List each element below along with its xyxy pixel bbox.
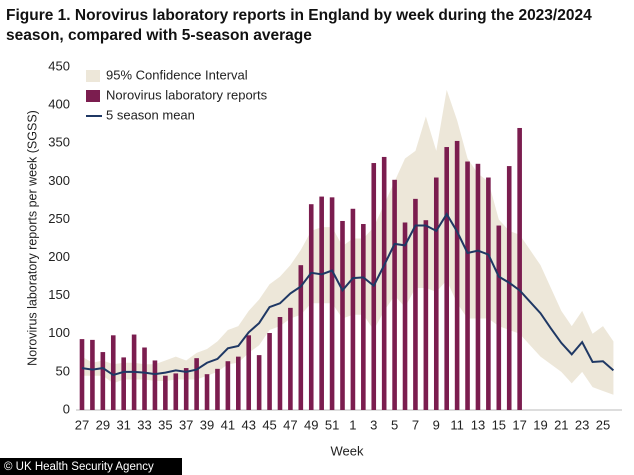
- bar: [152, 360, 158, 410]
- bar: [381, 156, 387, 410]
- bar: [256, 355, 262, 410]
- y-tick-label: 300: [48, 173, 70, 188]
- y-tick-label: 100: [48, 325, 70, 340]
- x-tick-label: 35: [158, 417, 172, 432]
- x-tick-label: 13: [471, 417, 485, 432]
- bar: [121, 357, 126, 410]
- y-tick-label: 400: [48, 97, 70, 112]
- bar: [246, 335, 252, 410]
- bar: [308, 204, 314, 410]
- source: © UK Health Security Agency: [4, 461, 154, 473]
- bar: [433, 177, 439, 410]
- x-tick-label: 3: [370, 417, 377, 432]
- bar: [423, 220, 429, 410]
- x-tick-label: 19: [533, 417, 547, 432]
- bar: [413, 198, 418, 410]
- bar: [90, 339, 95, 410]
- x-tick-label: 33: [137, 417, 151, 432]
- bar: [183, 368, 189, 410]
- x-tick-label: 41: [221, 417, 235, 432]
- x-tick-label: 21: [554, 417, 568, 432]
- x-tick-label: 29: [96, 417, 110, 432]
- bar: [361, 224, 366, 410]
- x-tick-label: 31: [116, 417, 130, 432]
- bar: [454, 140, 460, 411]
- y-tick-label: 450: [48, 58, 70, 73]
- x-tick-label: 1: [349, 417, 356, 432]
- x-tick-label: 43: [241, 417, 255, 432]
- x-tick-label: 11: [450, 417, 464, 432]
- bar: [79, 339, 85, 410]
- legend-swatch: [86, 90, 100, 102]
- bar: [486, 177, 491, 410]
- x-tick-label: 45: [262, 417, 276, 432]
- y-tick-label: 50: [56, 363, 70, 378]
- x-tick-label: 37: [179, 417, 193, 432]
- x-tick-label: 25: [596, 417, 610, 432]
- bar: [444, 147, 449, 411]
- x-tick-label: 9: [433, 417, 440, 432]
- bar: [298, 265, 304, 410]
- y-tick-label: 350: [48, 135, 70, 150]
- bar: [225, 361, 231, 410]
- y-axis-label: Norovirus laboratory reports per week (S…: [25, 110, 39, 366]
- bar: [350, 208, 356, 410]
- y-tick-label: 150: [48, 287, 70, 302]
- x-tick-label: 23: [575, 417, 589, 432]
- y-tick-label: 0: [63, 401, 70, 416]
- bar: [142, 347, 147, 410]
- x-tick-label: 5: [391, 417, 398, 432]
- bar: [329, 197, 335, 410]
- x-tick-label: 39: [200, 417, 214, 432]
- x-tick-label: 49: [304, 417, 318, 432]
- bar: [288, 307, 293, 410]
- legend-swatch: [86, 70, 100, 82]
- bar: [173, 373, 179, 410]
- mean-line: [81, 212, 615, 377]
- bar: [506, 166, 512, 410]
- bar: [402, 222, 408, 410]
- y-tick-label: 250: [48, 211, 70, 226]
- x-axis-label: Week: [331, 443, 364, 458]
- legend-label: Norovirus laboratory reports: [106, 87, 268, 102]
- x-tick-label: 15: [492, 417, 506, 432]
- bar: [496, 225, 502, 410]
- x-tick-label: 17: [512, 417, 526, 432]
- bar: [194, 358, 199, 410]
- bar: [100, 352, 106, 410]
- x-tick-label: 47: [283, 417, 297, 432]
- x-tick-label: 51: [325, 417, 339, 432]
- chart-title: Figure 1. Norovirus laboratory reports i…: [6, 7, 592, 44]
- bar: [110, 335, 116, 410]
- bar: [517, 127, 522, 410]
- bar: [163, 375, 168, 410]
- bar: [340, 220, 345, 410]
- legend-label: 5 season mean: [106, 107, 195, 122]
- x-tick-label: 7: [412, 417, 419, 432]
- bar: [392, 179, 397, 410]
- x-tick-label: 27: [75, 417, 89, 432]
- bar: [204, 374, 210, 410]
- bar: [475, 163, 481, 410]
- legend-label: 95% Confidence Interval: [106, 67, 248, 82]
- bar: [215, 368, 220, 410]
- bar: [319, 196, 324, 410]
- bar: [277, 317, 283, 410]
- source-box: [0, 458, 182, 475]
- bar: [465, 161, 470, 410]
- bar: [267, 333, 272, 410]
- confidence-band: [82, 89, 614, 395]
- bar: [236, 356, 241, 410]
- y-tick-label: 200: [48, 249, 70, 264]
